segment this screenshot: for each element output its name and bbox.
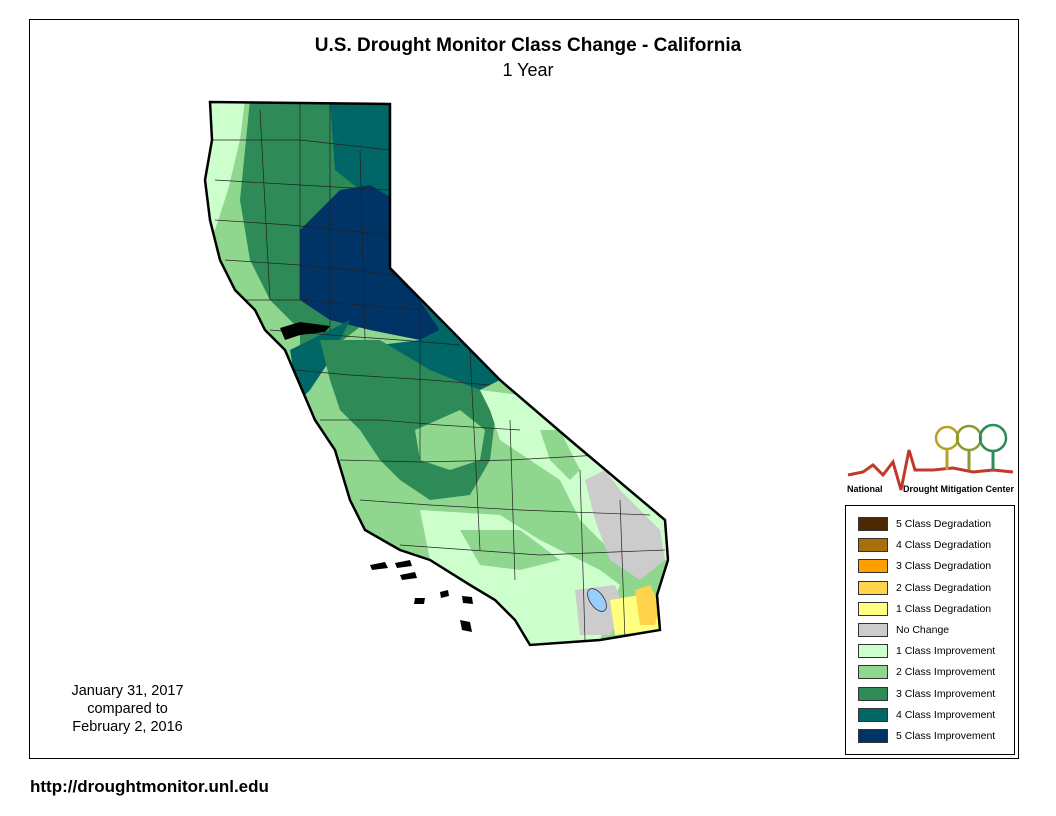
legend-item: 1 Class Improvement	[858, 643, 995, 659]
svg-text:National: National	[847, 484, 883, 494]
date-current: January 31, 2017	[71, 683, 184, 699]
date-baseline: February 2, 2016	[72, 719, 183, 735]
svg-text:Drought Mitigation Center: Drought Mitigation Center	[903, 484, 1014, 494]
legend-label: 5 Class Degradation	[896, 518, 992, 530]
legend-label: 3 Class Improvement	[896, 687, 996, 700]
date-compared-to: compared to	[87, 701, 168, 717]
legend-item: 4 Class Degradation	[858, 537, 991, 553]
salton-sea	[587, 588, 607, 612]
legend-swatch	[858, 665, 888, 680]
legend-swatch	[858, 707, 888, 722]
legend-item: 2 Class Improvement	[858, 664, 995, 680]
legend-swatch	[858, 623, 888, 637]
legend-item: 3 Class Degradation	[858, 558, 991, 574]
legend: 5 Class Degradation 4 Class Degradation 3 …	[845, 505, 1015, 755]
legend-label: 5 Class Improvement	[896, 730, 996, 742]
legend-swatch	[858, 559, 888, 574]
legend-label: 4 Class Improvement	[896, 708, 996, 721]
legend-swatch	[858, 517, 888, 531]
map-title: U.S. Drought Monitor Class Change - Cali…	[314, 35, 742, 56]
legend-item: 5 Class Degradation	[858, 516, 991, 532]
legend-item: 5 Class Improvement	[858, 728, 995, 744]
legend-label: 3 Class Degradation	[896, 560, 992, 573]
county-boundaries	[210, 102, 666, 641]
legend-swatch	[858, 580, 888, 595]
region-2-class-pocket	[415, 410, 485, 470]
drought-line-icon	[847, 449, 1014, 491]
tree-icon-1	[934, 425, 960, 451]
ndmc-logo-graphic: National Drought Mitigation Center	[847, 423, 1014, 494]
legend-label: 1 Class Improvement	[896, 645, 996, 658]
region-2-class-east-strip	[540, 430, 580, 480]
legend-item: 3 Class Improvement	[858, 686, 995, 702]
legend-swatch	[858, 644, 888, 659]
san-francisco-bay	[280, 322, 330, 340]
map-subtitle: 1 Year	[502, 60, 554, 80]
legend-item: 1 Class Degradation	[858, 601, 991, 617]
legend-swatch	[858, 538, 888, 553]
region-no-change-se	[585, 470, 665, 580]
region-4-class-ne	[330, 102, 395, 200]
legend-label: 2 Class Improvement	[896, 666, 996, 679]
tree-icon-3	[978, 423, 1008, 453]
legend-label: 4 Class Degradation	[896, 539, 992, 552]
legend-label: 1 Class Degradation	[896, 602, 992, 615]
legend-swatch	[858, 601, 888, 616]
class-change-regions	[205, 102, 668, 645]
region-2-class-south	[460, 530, 560, 570]
legend-label: No Change	[896, 624, 950, 636]
legend-item: 2 Class Degradation	[858, 580, 991, 596]
legend-item: 4 Class Improvement	[858, 707, 995, 723]
legend-item: No Change	[858, 622, 949, 638]
legend-label: 2 Class Degradation	[896, 581, 992, 594]
region-2-class-degradation	[635, 585, 660, 625]
legend-swatch	[858, 729, 888, 743]
state-outline	[203, 100, 670, 647]
ndmc-logo: National Drought Mitigation Center	[843, 420, 1015, 500]
source-url[interactable]: http://droughtmonitor.unl.edu	[30, 777, 269, 796]
legend-swatch	[858, 686, 888, 701]
date-comparison: January 31, 2017 compared to February 2,…	[50, 682, 205, 736]
region-5-class-sierra	[300, 185, 440, 340]
tree-icon-2	[955, 424, 983, 452]
channel-islands	[370, 560, 473, 632]
